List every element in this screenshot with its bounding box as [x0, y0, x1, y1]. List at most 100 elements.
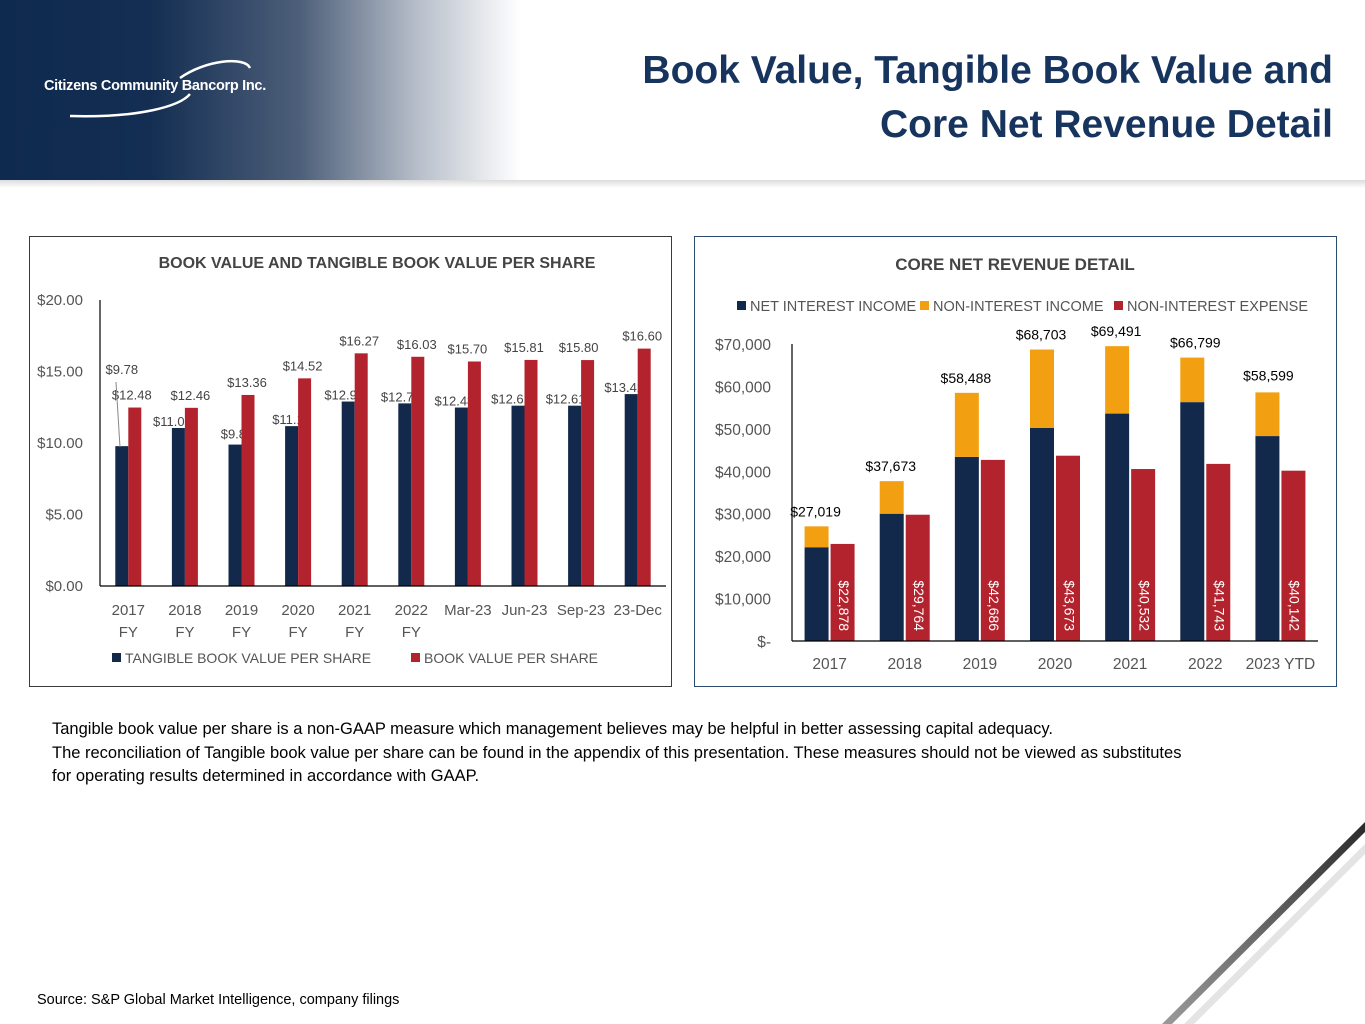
- non-interest-expense-bar: [1281, 470, 1306, 641]
- y-tick-label: $-: [757, 634, 771, 651]
- x-tick-label-line-2: FY: [119, 624, 138, 641]
- y-tick-label: $30,000: [715, 507, 771, 524]
- x-tick-label-line-2: FY: [175, 624, 194, 641]
- company-logo: Citizens Community Bancorp Inc.: [40, 58, 280, 120]
- tangible-book-value-data-label: $12.77: [381, 389, 421, 404]
- book-value-data-label: $15.80: [559, 340, 599, 355]
- book-value-bar: [524, 359, 538, 586]
- tangible-book-value-data-label: $12.48: [435, 394, 475, 409]
- non-interest-expense-data-label: $41,743: [1212, 580, 1228, 631]
- book-value-bar: [411, 356, 425, 586]
- legend-label: NET INTEREST INCOME: [750, 299, 917, 315]
- chart-title: BOOK VALUE AND TANGIBLE BOOK VALUE PER S…: [159, 255, 596, 272]
- tangible-book-value-bar: [624, 394, 638, 586]
- y-tick-label: $20,000: [715, 549, 771, 566]
- non-interest-expense-data-label: $40,142: [1287, 580, 1303, 631]
- non-interest-income-bar: [954, 392, 979, 457]
- book-value-data-label: $16.60: [622, 329, 662, 344]
- x-tick-label-line-2: FY: [232, 624, 251, 641]
- legend-swatch-tangible: [112, 653, 121, 662]
- x-tick-label: 2022: [1188, 656, 1222, 673]
- net-interest-income-bar: [954, 456, 979, 641]
- x-tick-label-line-2: FY: [345, 624, 364, 641]
- x-tick-label: 2018: [168, 602, 201, 619]
- total-revenue-data-label: $27,019: [790, 503, 841, 519]
- book-value-chart: BOOK VALUE AND TANGIBLE BOOK VALUE PER S…: [37, 255, 666, 666]
- page-title-line-1: Book Value, Tangible Book Value and: [642, 49, 1333, 92]
- header-shadow: [0, 180, 1365, 188]
- book-value-data-label: $12.46: [171, 388, 211, 403]
- total-revenue-data-label: $58,488: [941, 370, 992, 386]
- note-line-2: The reconciliation of Tangible book valu…: [52, 743, 1182, 762]
- book-value-data-label: $15.70: [448, 341, 488, 356]
- non-interest-expense-bar: [1206, 463, 1231, 641]
- tangible-book-value-bar: [398, 403, 412, 586]
- book-value-bar: [637, 348, 651, 586]
- legend-swatch-book-value: [411, 653, 420, 662]
- y-tick-label: $50,000: [715, 422, 771, 439]
- x-tick-label: 2019: [225, 602, 258, 619]
- y-tick-label: $10.00: [37, 435, 83, 452]
- y-tick-label: $20.00: [37, 292, 83, 309]
- book-value-bar: [467, 361, 481, 586]
- note-line-1: Tangible book value per share is a non-G…: [52, 720, 1053, 738]
- book-value-data-label: $15.81: [504, 340, 544, 355]
- tangible-book-value-bar: [568, 405, 582, 586]
- x-tick-label: 2019: [963, 656, 997, 673]
- tangible-book-value-bar: [285, 426, 299, 586]
- legend-label-book-value: BOOK VALUE PER SHARE: [424, 650, 598, 666]
- x-tick-label: Mar-23: [444, 602, 492, 619]
- tangible-book-value-data-label: $11.05: [153, 414, 192, 429]
- non-interest-income-bar: [879, 481, 904, 514]
- total-revenue-data-label: $69,491: [1091, 323, 1142, 339]
- y-tick-label: $40,000: [715, 464, 771, 481]
- book-value-bar: [184, 407, 198, 586]
- logo-swoosh-icon: [69, 59, 252, 118]
- legend-swatch: [920, 301, 929, 310]
- non-interest-expense-data-label: $42,686: [986, 580, 1002, 631]
- net-interest-income-bar: [879, 513, 904, 641]
- logo-text: Citizens Community Bancorp Inc.: [44, 78, 266, 94]
- x-tick-label: Jun-23: [502, 602, 548, 619]
- page-title: Book Value, Tangible Book Value and Core…: [642, 44, 1333, 152]
- y-tick-label: $15.00: [37, 364, 83, 381]
- net-interest-income-bar: [1030, 428, 1054, 641]
- book-value-bar: [354, 353, 368, 586]
- book-value-bar: [298, 378, 312, 586]
- x-tick-label: 2017: [112, 602, 145, 619]
- non-interest-expense-data-label: $29,764: [911, 580, 927, 631]
- tangible-book-value-bar: [228, 444, 242, 586]
- x-tick-label: 2017: [812, 656, 846, 673]
- book-value-data-label: $13.36: [227, 375, 267, 390]
- corner-decoration: [1162, 822, 1365, 1024]
- non-interest-income-bar: [1180, 357, 1205, 403]
- tangible-book-value-data-label: $13.42: [604, 380, 644, 395]
- page-title-line-2: Core Net Revenue Detail: [880, 103, 1333, 146]
- core-net-revenue-chart-panel: CORE NET REVENUE DETAIL NET INTEREST INCO…: [694, 236, 1337, 687]
- x-tick-label: 2021: [1113, 656, 1147, 673]
- total-revenue-data-label: $68,703: [1016, 327, 1067, 343]
- non-interest-expense-data-label: $40,532: [1136, 580, 1152, 631]
- y-tick-label: $0.00: [45, 578, 83, 595]
- book-value-bar: [581, 360, 595, 586]
- tangible-book-value-data-label: $12.90: [324, 388, 364, 403]
- x-tick-label: 2021: [338, 602, 371, 619]
- y-tick-label: $60,000: [715, 379, 771, 396]
- x-tick-label: 2018: [887, 656, 921, 673]
- book-value-data-label: $14.52: [283, 358, 323, 373]
- tangible-book-value-data-label: $9.78: [106, 362, 139, 377]
- legend-label: NON-INTEREST EXPENSE: [1127, 299, 1308, 315]
- non-interest-income-bar: [1105, 346, 1130, 414]
- book-value-bar: [128, 407, 142, 586]
- chart-title: CORE NET REVENUE DETAIL: [895, 255, 1135, 274]
- total-revenue-data-label: $66,799: [1170, 335, 1221, 351]
- x-tick-label-line-2: FY: [289, 624, 308, 641]
- y-tick-label: $5.00: [45, 507, 83, 524]
- header-band: [0, 0, 1365, 180]
- book-value-data-label: $16.03: [397, 337, 437, 352]
- note-line-3: for operating results determined in acco…: [52, 767, 480, 785]
- non-interest-expense-bar: [980, 459, 1005, 641]
- legend-label-tangible: TANGIBLE BOOK VALUE PER SHARE: [125, 650, 371, 666]
- legend-label: NON-INTEREST INCOME: [933, 299, 1104, 315]
- x-tick-label: 2020: [281, 602, 314, 619]
